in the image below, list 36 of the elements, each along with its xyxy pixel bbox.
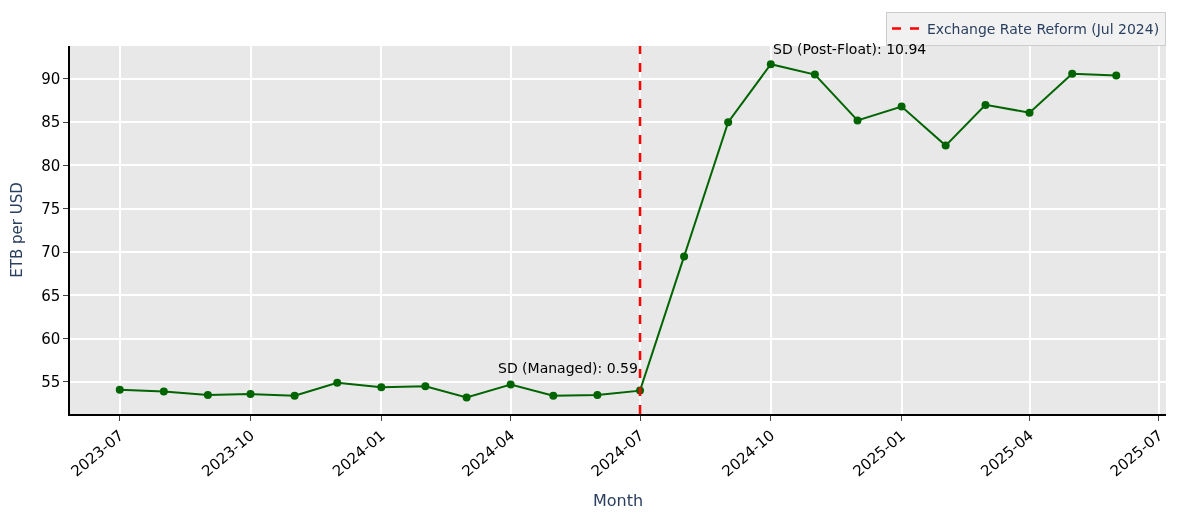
y-tick-label: 80 <box>41 156 61 175</box>
point <box>333 378 342 387</box>
y-tick-label: 70 <box>41 243 61 262</box>
point <box>549 391 558 400</box>
point <box>159 387 168 396</box>
y-tick-label: 75 <box>41 200 61 219</box>
point <box>897 102 906 111</box>
x-axis-title: Month <box>592 490 644 510</box>
point <box>377 383 386 392</box>
y-axis-title: ETB per USD <box>7 182 26 278</box>
point <box>853 116 862 125</box>
point <box>1068 69 1077 78</box>
point <box>203 390 212 399</box>
point <box>593 390 602 399</box>
point <box>724 118 733 127</box>
point <box>981 100 990 109</box>
point <box>766 60 775 69</box>
point <box>246 390 255 399</box>
y-tick-label: 90 <box>41 70 61 89</box>
point <box>941 141 950 150</box>
point <box>462 393 471 402</box>
legend-label: Exchange Rate Reform (Jul 2024) <box>927 21 1160 38</box>
point <box>506 380 515 389</box>
point <box>680 252 689 261</box>
y-tick-label: 55 <box>41 373 61 392</box>
annotation: SD (Managed): 0.59 <box>498 360 638 376</box>
point <box>421 382 430 391</box>
annotation: SD (Post-Float): 10.94 <box>773 41 927 57</box>
point <box>1112 71 1121 80</box>
y-tick-label: 65 <box>41 286 61 305</box>
y-tick-label: 85 <box>41 113 61 132</box>
point <box>115 385 124 394</box>
point <box>810 70 819 79</box>
point <box>1025 108 1034 117</box>
point <box>290 391 299 400</box>
y-tick-label: 60 <box>41 329 61 348</box>
